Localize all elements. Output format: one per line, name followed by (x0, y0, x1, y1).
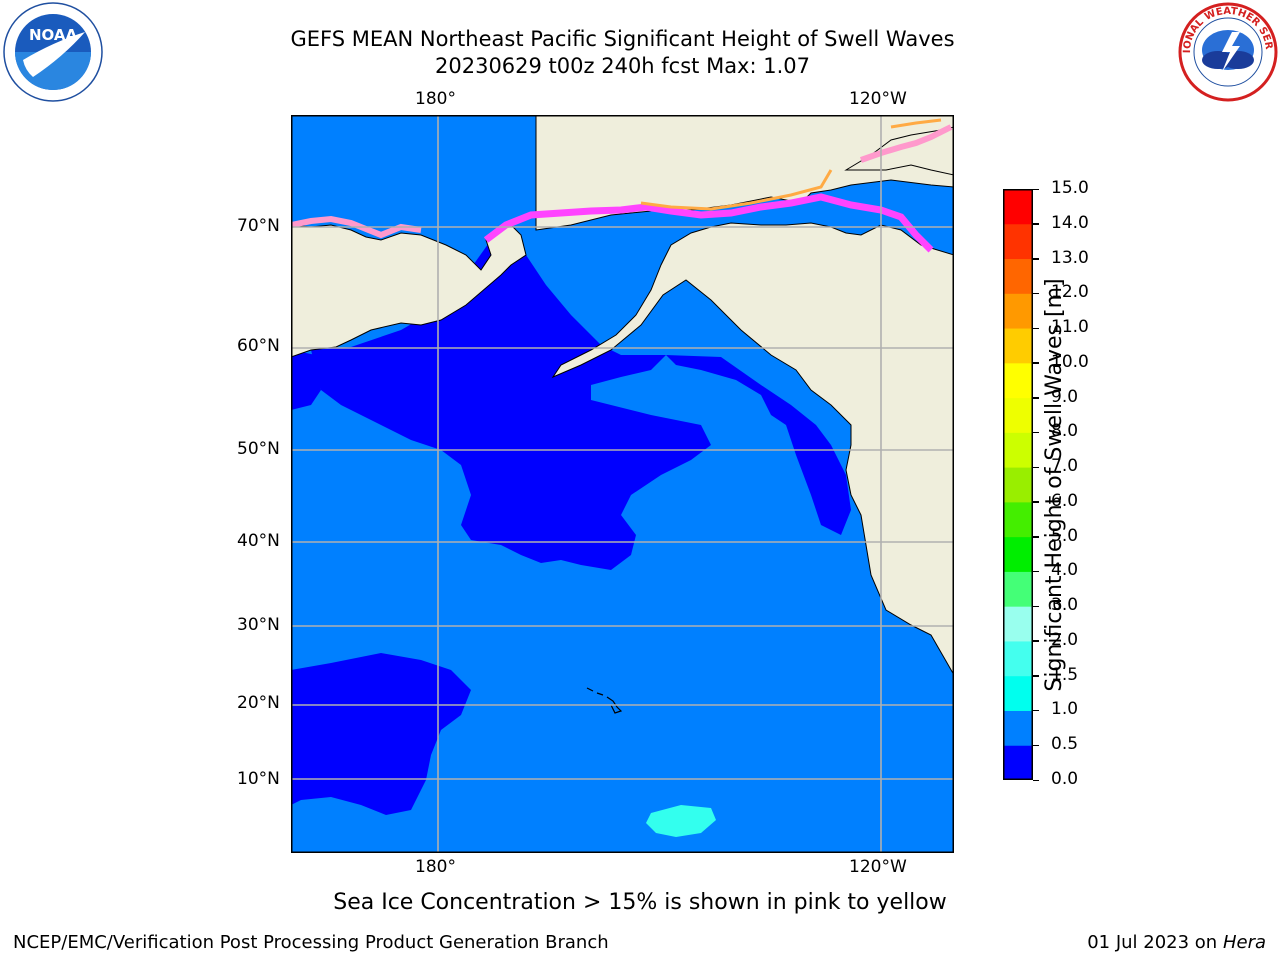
colorbar-tick-mark (1033, 292, 1039, 295)
colorbar-tick-label: 9.0 (1051, 386, 1079, 407)
land-alaska (535, 115, 954, 677)
colorbar-segment-3 (1003, 640, 1033, 677)
sea-ice-siberia (291, 215, 422, 239)
land-hawaii (586, 687, 623, 714)
colorbar-tick-label: 11.0 (1051, 317, 1089, 338)
colorbar-tick-mark (1033, 570, 1039, 573)
colorbar-segment-0 (1003, 745, 1033, 780)
colorbar-tick-label: 0.0 (1051, 769, 1079, 789)
colorbar-segment-5 (1003, 571, 1033, 607)
colorbar-segment-7 (1003, 501, 1033, 538)
colorbar-segment-14 (1003, 258, 1033, 294)
lat-tick-10n: 10°N (237, 769, 280, 789)
footer-host: Hera (1222, 932, 1266, 953)
sea-ice-yellow-edge (640, 169, 833, 211)
colorbar-label: Significant Height of Swell Waves [m] (1042, 278, 1067, 692)
sea-ice-archipelago (860, 124, 953, 163)
sea-ice-note: Sea Ice Concentration > 15% is shown in … (333, 890, 947, 915)
colorbar-tick-mark (1033, 605, 1039, 608)
colorbar-tick-mark (1033, 397, 1039, 399)
colorbar-tick-label: 8.0 (1051, 421, 1079, 442)
colorbar-tick-mark (1033, 362, 1039, 364)
colorbar-tick-mark (1033, 466, 1039, 469)
colorbar-tick-mark (1033, 640, 1039, 642)
map-border (291, 115, 954, 853)
noaa-logo: NOAA (3, 2, 103, 102)
nws-logo: NATIONAL WEATHER SERVICE (1178, 2, 1278, 102)
footer-date-text: 01 Jul 2023 on (1087, 932, 1223, 953)
lon-tick-top-120w: 120°W (849, 89, 907, 109)
colorbar-tick-label: 10.0 (1051, 351, 1089, 372)
footer-credit: NCEP/EMC/Verification Post Processing Pr… (13, 932, 609, 953)
swell-region-offshore-west (291, 350, 321, 410)
lat-tick-50n: 50°N (237, 439, 280, 459)
colorbar-tick-mark (1033, 223, 1039, 225)
colorbar-tick-mark (1033, 744, 1039, 747)
chart-title: GEFS MEAN Northeast Pacific Significant … (290, 27, 955, 51)
colorbar-tick-mark (1033, 709, 1039, 712)
gridlines (291, 115, 954, 853)
colorbar-segment-6 (1003, 536, 1033, 572)
sea-ice-archipelago-yellow (890, 118, 942, 129)
map-panel (291, 115, 954, 853)
lon-tick-top-180: 180° (415, 89, 456, 109)
colorbar-segment-2 (1003, 675, 1033, 711)
lat-tick-70n: 70°N (237, 216, 280, 236)
lon-tick-bottom-180: 180° (415, 857, 456, 877)
colorbar-segment-8 (1003, 467, 1033, 503)
swell-region-cyan (646, 805, 716, 837)
colorbar-tick-label: 5.0 (1051, 525, 1079, 546)
swell-region-gulf-alaska (666, 355, 851, 535)
colorbar-tick-label: 14.0 (1051, 212, 1089, 233)
lat-tick-20n: 20°N (237, 693, 280, 713)
colorbar-tick-label: 13.0 (1051, 247, 1089, 268)
colorbar-segment-10 (1003, 397, 1033, 433)
colorbar-segment-11 (1003, 362, 1033, 399)
sea-ice-alaska-north (483, 193, 934, 253)
colorbar-segment-15 (1003, 223, 1033, 260)
colorbar-tick-label: 12.0 (1051, 282, 1089, 303)
colorbar (1003, 189, 1033, 780)
colorbar-tick-mark (1033, 779, 1039, 781)
colorbar-tick-mark (1033, 258, 1039, 260)
colorbar-tick-label: 1.0 (1051, 699, 1079, 720)
colorbar-tick-label: 4.0 (1051, 560, 1079, 581)
swell-region-subtropical (291, 653, 471, 815)
lon-tick-bottom-120w: 120°W (849, 857, 907, 877)
colorbar-segment-12 (1003, 328, 1033, 364)
lat-tick-40n: 40°N (237, 531, 280, 551)
footer-date: 01 Jul 2023 on Hera (1087, 932, 1266, 953)
lat-tick-30n: 30°N (237, 615, 280, 635)
colorbar-tick-mark (1033, 327, 1039, 330)
svg-text:NOAA: NOAA (29, 26, 78, 44)
lat-tick-60n: 60°N (237, 336, 280, 356)
colorbar-tick-mark (1033, 431, 1039, 434)
colorbar-border (1003, 189, 1033, 780)
colorbar-segment-13 (1003, 293, 1033, 329)
colorbar-tick-label: 15.0 (1051, 178, 1089, 198)
chart-subtitle-run-info: 20230629 t00z 240h fcst Max: 1.07 (435, 54, 810, 78)
colorbar-tick-label: 6.0 (1051, 490, 1079, 511)
colorbar-tick-label: 7.0 (1051, 456, 1079, 477)
swell-region-bering (311, 235, 711, 570)
colorbar-segment-1 (1003, 710, 1033, 746)
colorbar-segment-9 (1003, 432, 1033, 468)
colorbar-tick-label: 0.5 (1051, 734, 1079, 755)
colorbar-tick-label: 2.0 (1051, 629, 1079, 650)
colorbar-tick-mark (1033, 536, 1039, 538)
colorbar-tick-mark (1033, 501, 1039, 503)
colorbar-tick-mark (1033, 188, 1039, 190)
colorbar-segment-16 (1003, 189, 1033, 225)
colorbar-segment-4 (1003, 606, 1033, 642)
colorbar-tick-label: 1.5 (1051, 664, 1079, 685)
colorbar-tick-mark (1033, 675, 1039, 677)
colorbar-tick-label: 3.0 (1051, 595, 1079, 616)
